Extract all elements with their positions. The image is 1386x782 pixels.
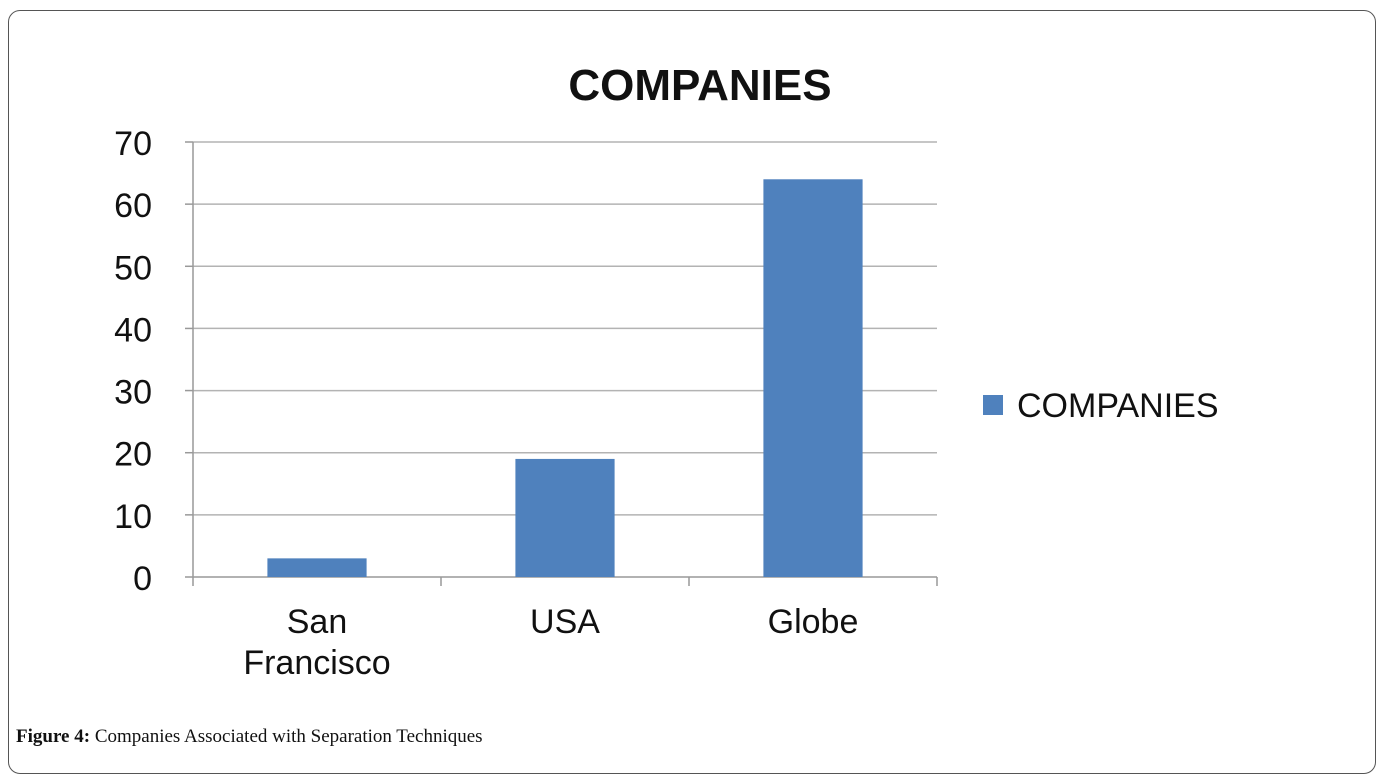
x-tick-labels: San Francisco USA Globe xyxy=(243,603,858,682)
y-tick-labels: 0 10 20 30 40 50 60 70 xyxy=(114,125,152,598)
x-tick-label: San Francisco xyxy=(243,603,390,682)
legend-label: COMPANIES xyxy=(1017,387,1219,425)
y-tick-label: 30 xyxy=(114,374,152,412)
bar-chart: COMPANIES 0 10 20 30 40 50 60 70 San Francisco US… xyxy=(114,61,1219,682)
y-tick-label: 70 xyxy=(114,125,152,163)
figure-label: Figure 4: xyxy=(16,726,91,747)
y-tick-label: 10 xyxy=(114,498,152,536)
legend: COMPANIES xyxy=(983,387,1219,425)
y-tick-label: 50 xyxy=(114,249,152,287)
y-tick-label: 60 xyxy=(114,187,152,225)
bar-usa xyxy=(515,458,615,577)
bars xyxy=(267,179,863,578)
x-tick-label: Globe xyxy=(768,603,859,641)
y-tick-label: 0 xyxy=(133,560,152,598)
bar-san-francisco xyxy=(267,558,367,577)
y-tick-label: 20 xyxy=(114,436,152,474)
bar-globe xyxy=(763,179,863,578)
x-tick-label: USA xyxy=(530,603,600,641)
figure-caption: Figure 4: Companies Associated with Sepa… xyxy=(16,726,483,748)
figure-frame xyxy=(8,10,1376,774)
legend-swatch xyxy=(983,395,1003,415)
figure-caption-text: Companies Associated with Separation Tec… xyxy=(90,726,483,747)
y-tick-label: 40 xyxy=(114,311,152,349)
chart-title: COMPANIES xyxy=(568,61,831,110)
